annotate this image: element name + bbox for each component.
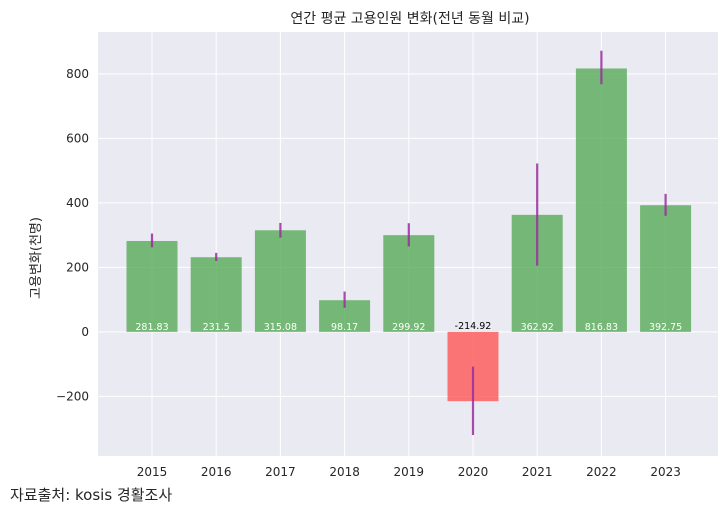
bar-2015 xyxy=(126,240,178,332)
x-tick-label: 2016 xyxy=(201,465,232,479)
x-tick-label: 2015 xyxy=(137,465,168,479)
y-tick-label: 200 xyxy=(66,260,89,274)
y-tick-label: 800 xyxy=(66,67,89,81)
y-tick-label: 400 xyxy=(66,196,89,210)
data-label-2019: 299.92 xyxy=(392,322,425,333)
y-tick-label: 0 xyxy=(81,325,89,339)
error-bars xyxy=(150,50,667,436)
chart-title: 연간 평균 고용인원 변화(전년 동월 비교) xyxy=(290,11,529,27)
bar-2017 xyxy=(254,230,306,332)
data-label-2022: 816.83 xyxy=(585,322,618,333)
data-label-2018: 98.17 xyxy=(331,322,358,333)
data-label-2016: 231.5 xyxy=(203,322,230,333)
x-tick-label: 2023 xyxy=(650,465,681,479)
x-tick-label: 2020 xyxy=(458,465,489,479)
bars xyxy=(126,68,692,402)
x-tick-label: 2019 xyxy=(394,465,425,479)
y-tick-label: −200 xyxy=(56,389,89,403)
y-axis-label: 고용변화(천명) xyxy=(29,217,44,299)
x-tick-label: 2021 xyxy=(522,465,553,479)
bar-2022 xyxy=(575,68,627,332)
x-tick-label: 2022 xyxy=(586,465,617,479)
data-labels: 281.83 231.5 315.08 98.17 299.92 -214.92 362.9… xyxy=(135,321,682,333)
data-label-2021: 362.92 xyxy=(521,322,554,333)
y-tick-label: 600 xyxy=(66,131,89,145)
data-label-2020: -214.92 xyxy=(455,321,492,332)
data-label-2023: 392.75 xyxy=(649,322,682,333)
x-tick-label: 2017 xyxy=(265,465,296,479)
data-label-2015: 281.83 xyxy=(135,322,168,333)
x-tick-label: 2018 xyxy=(329,465,360,479)
source-note: 자료출처: kosis 경활조사 xyxy=(10,486,173,504)
bar-2023 xyxy=(640,205,692,332)
bar-2019 xyxy=(383,235,435,332)
y-axis-ticks: −200 0 200 400 600 800 xyxy=(56,67,89,403)
x-axis-ticks: 2015 2016 2017 2018 2019 2020 2021 2022 2023 xyxy=(137,465,681,479)
bar-2016 xyxy=(190,257,242,332)
data-label-2017: 315.08 xyxy=(264,322,297,333)
